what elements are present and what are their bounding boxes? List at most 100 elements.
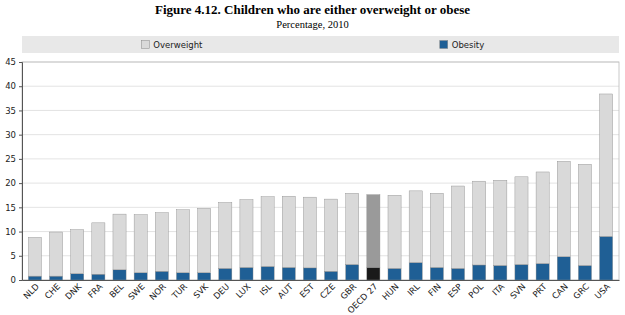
tick: USA [593,280,613,301]
tick: ITA [490,280,506,298]
bar [430,193,443,267]
grid-line [22,183,619,184]
bar [451,268,464,280]
tick-label: ITA [490,281,506,297]
grid-line [22,255,619,256]
tick-label: HUN [380,281,400,301]
bar [71,230,84,274]
bar [473,265,486,280]
series [28,94,612,276]
bar [430,267,443,280]
tick: CAN [550,280,570,301]
bar [600,94,613,236]
legend-label: Overweight [153,40,203,50]
legend-label: Obesity [452,40,484,50]
tick-label: ESP [446,281,464,299]
bar [325,199,338,271]
tick-label: 15 [5,203,16,213]
tick-label: CAN [550,281,570,301]
bar [578,164,591,265]
legend-background [22,36,619,53]
plot: 051015202530354045NLDCHEDNKFRABELSWENORT… [5,57,619,315]
tick-label: 40 [5,81,16,91]
bar [557,161,570,256]
tick-label: 20 [5,178,16,188]
bar [282,196,295,267]
bar [409,191,422,263]
tick-mark [19,135,22,136]
x-axis: NLDCHEDNKFRABELSWENORTURSVKDEULUXISLAUTE… [21,280,619,315]
tick: HUN [380,280,400,302]
bar [261,197,274,267]
tick-label: EST [298,281,317,300]
bar [92,274,105,280]
bar [113,214,126,270]
tick: DEU [211,280,231,301]
tick: LUX [234,280,253,300]
bar [28,276,41,280]
grid-line [22,158,619,159]
tick: SVN [508,280,528,301]
bar [303,268,316,280]
tick: 10 [5,227,22,237]
tick-mark [19,110,22,111]
plot-frame [22,62,619,280]
bar [367,195,380,268]
tick-label: ISL [258,281,274,297]
tick-label: SVK [191,281,210,300]
tick-label: FIN [426,281,443,298]
tick: FIN [426,280,443,298]
tick: BEL [107,280,126,300]
tick-label: TUR [169,281,189,301]
tick-label: 0 [11,275,16,285]
bar [219,268,232,280]
tick-label: OECD 27 [345,281,379,315]
grid-line [22,231,619,232]
tick-label: 35 [5,106,16,116]
tick: SVK [191,280,210,300]
bars [28,94,612,280]
tick-label: CHE [43,281,63,301]
tick: 40 [5,81,22,91]
tick: CHE [43,280,63,301]
grid-line [22,134,619,135]
tick: GRC [571,280,591,301]
tick-label: LUX [234,281,253,300]
axis-line [23,280,620,281]
tick-label: DEU [211,281,231,301]
tick: 45 [5,57,22,67]
bar [515,177,528,265]
legend-swatch [440,41,448,49]
tick-mark [19,256,22,257]
chart: Figure 4.12. Children who are either ove… [0,0,625,315]
tick-label: 30 [5,130,16,140]
tick-label: BEL [107,281,126,300]
tick-mark [19,183,22,184]
bar [92,223,105,274]
grid-line [22,207,619,208]
tick-mark [19,232,22,233]
tick: ESP [446,280,464,300]
tick-label: DNK [63,281,83,301]
bar [134,215,147,273]
tick-label: SVN [508,281,528,301]
tick: OECD 27 [345,280,379,315]
bar [28,237,41,276]
tick: NOR [147,280,168,302]
tick: 20 [5,178,22,188]
tick: TUR [169,280,189,301]
tick: SWE [126,280,147,302]
tick-label: 5 [11,251,16,261]
tick-mark [19,159,22,160]
bar [388,195,401,268]
grid-line [22,86,619,87]
tick-label: 10 [5,227,16,237]
bar [325,271,338,280]
bar [240,267,253,280]
tick-mark [19,207,22,208]
tick-label: POL [466,281,485,300]
tick-label: IRL [405,281,422,298]
bar [155,213,168,272]
bar [346,193,359,264]
legend: Overweight Obesity [22,36,619,53]
